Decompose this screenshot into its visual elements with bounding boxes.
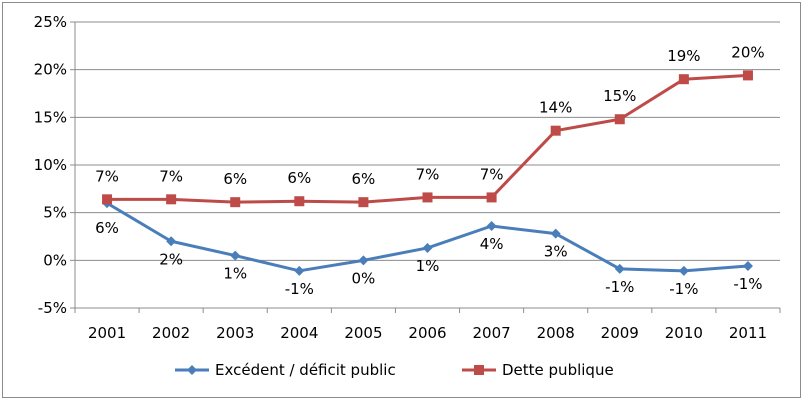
x-tick-label: 2007 bbox=[472, 324, 510, 342]
data-label: 6% bbox=[223, 170, 247, 188]
y-tick-label: 20% bbox=[34, 61, 67, 79]
data-labels: 7% 7% 6% 6% 6% 7% 7% 14% 15% 19% 20% 6% 2% 1% -1% 0% 1% 4… bbox=[95, 43, 764, 297]
data-point-square bbox=[230, 197, 241, 208]
data-label: 15% bbox=[603, 87, 636, 105]
x-tick-label: 2008 bbox=[537, 324, 575, 342]
x-tick-label: 2011 bbox=[729, 324, 767, 342]
data-point-square bbox=[294, 196, 305, 207]
data-point-diamond bbox=[358, 255, 369, 266]
x-tick-label: 2002 bbox=[152, 324, 190, 342]
legend: Excédent / déficit public Dette publique bbox=[175, 361, 614, 379]
x-tick-label: 2010 bbox=[665, 324, 703, 342]
data-label: 2% bbox=[159, 250, 183, 268]
data-label: 7% bbox=[480, 165, 504, 183]
data-point-diamond bbox=[294, 265, 305, 276]
x-tick-label: 2006 bbox=[408, 324, 446, 342]
series bbox=[102, 70, 753, 276]
legend-label: Excédent / déficit public bbox=[215, 361, 396, 379]
data-point-diamond bbox=[486, 221, 497, 232]
x-tick-label: 2004 bbox=[280, 324, 318, 342]
data-label: 0% bbox=[352, 269, 376, 287]
legend-marker-diamond bbox=[187, 365, 197, 375]
data-label: 7% bbox=[159, 167, 183, 185]
data-label: 3% bbox=[544, 243, 568, 261]
data-point-diamond bbox=[742, 261, 753, 272]
data-label: -1% bbox=[605, 278, 634, 296]
data-label: 4% bbox=[480, 235, 504, 253]
data-label: 6% bbox=[95, 219, 119, 237]
data-point-diamond bbox=[422, 242, 433, 253]
y-tick-label: 15% bbox=[34, 108, 67, 126]
data-point-square bbox=[166, 194, 177, 205]
data-point-square bbox=[102, 194, 113, 205]
y-tick-label: -5% bbox=[38, 299, 67, 317]
data-point-diamond bbox=[614, 263, 625, 274]
x-tick-label: 2001 bbox=[88, 324, 126, 342]
data-point-diamond bbox=[678, 265, 689, 276]
axes: -5% 0% 5% 10% 15% 20% 25% 2001 2002 2003 2004 2005 2… bbox=[34, 13, 781, 342]
data-label: -1% bbox=[285, 280, 314, 298]
x-tick-label: 2003 bbox=[216, 324, 254, 342]
data-label: 20% bbox=[731, 43, 764, 61]
gridlines bbox=[75, 21, 780, 309]
y-tick-label: 10% bbox=[34, 156, 67, 174]
data-label: -1% bbox=[669, 280, 698, 298]
y-tick-label: 0% bbox=[43, 251, 67, 269]
data-label: 14% bbox=[539, 99, 572, 117]
data-point-diamond bbox=[550, 228, 561, 239]
y-tick-label: 5% bbox=[43, 204, 67, 222]
data-point-diamond bbox=[166, 236, 177, 247]
data-label: 6% bbox=[352, 170, 376, 188]
x-tick-label: 2009 bbox=[601, 324, 639, 342]
y-tick-label: 25% bbox=[34, 13, 67, 31]
data-point-square bbox=[422, 192, 433, 203]
data-point-square bbox=[358, 197, 369, 208]
data-label: 7% bbox=[95, 167, 119, 185]
data-point-square bbox=[742, 70, 753, 81]
x-tick-label: 2005 bbox=[344, 324, 382, 342]
data-label: -1% bbox=[733, 275, 762, 293]
legend-marker-square bbox=[474, 365, 484, 375]
data-point-diamond bbox=[230, 250, 241, 261]
data-label: 19% bbox=[667, 47, 700, 65]
data-point-square bbox=[486, 192, 497, 203]
legend-label: Dette publique bbox=[502, 361, 614, 379]
data-label: 6% bbox=[287, 169, 311, 187]
data-label: 7% bbox=[416, 165, 440, 183]
data-label: 1% bbox=[416, 257, 440, 275]
data-point-square bbox=[550, 125, 561, 136]
data-label: 1% bbox=[223, 265, 247, 283]
data-point-square bbox=[614, 114, 625, 125]
data-point-square bbox=[678, 74, 689, 85]
